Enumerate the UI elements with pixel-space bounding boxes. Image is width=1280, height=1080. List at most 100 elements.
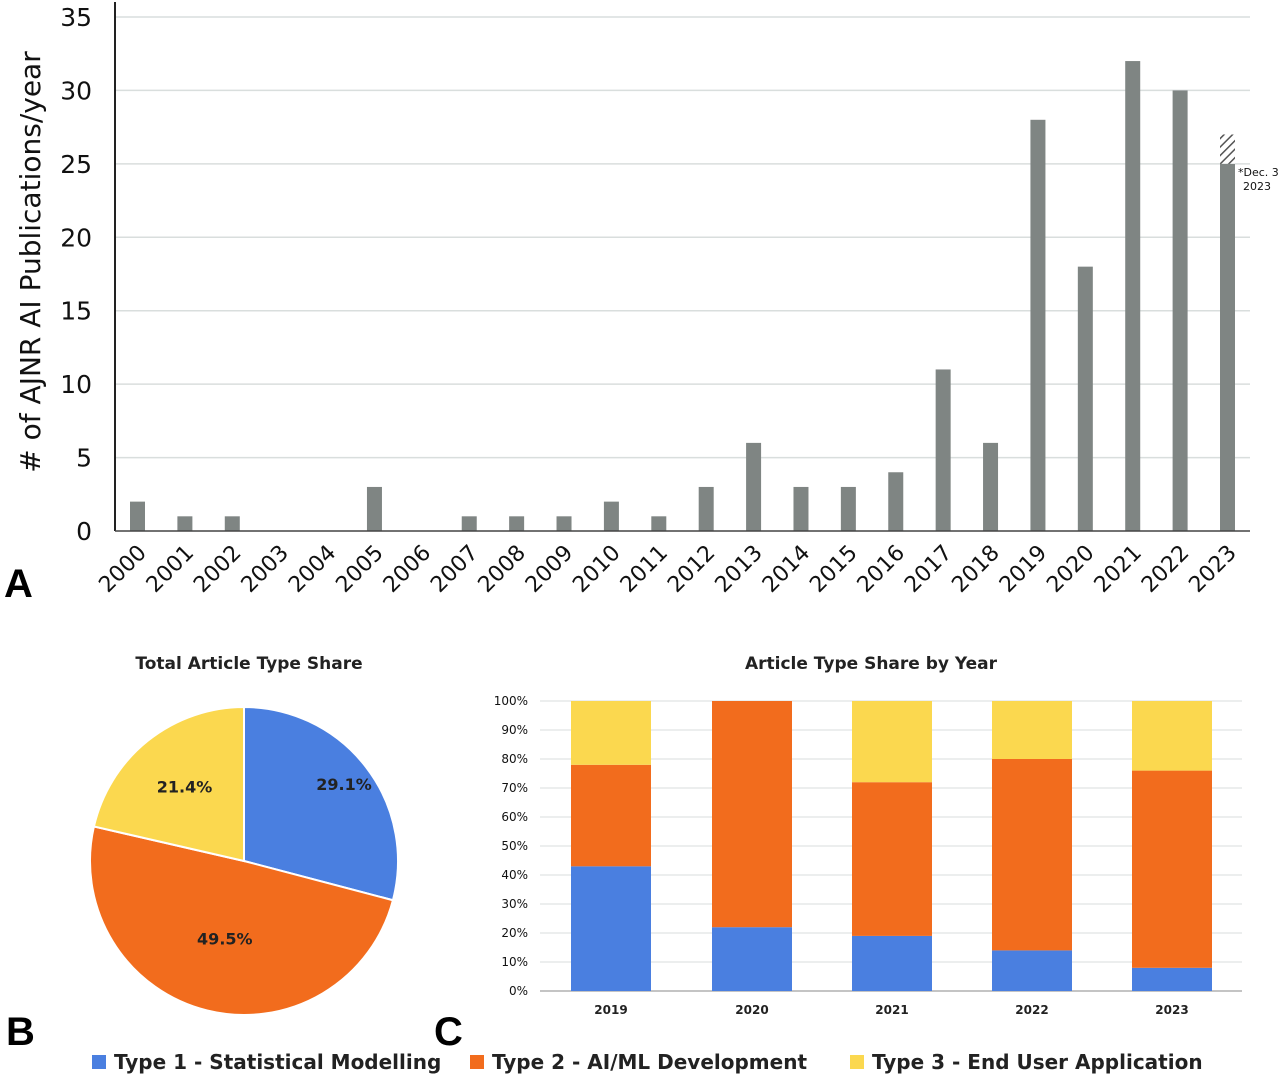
x-tick-label: 2008 [474,541,531,598]
article-type-pie-chart: Total Article Type Share 29.1% 49.5% 21.4%… [6,654,399,1054]
bar [1125,61,1141,532]
legend-label: Type 3 - End User Application [872,1050,1203,1074]
stacked-bar-segment [992,950,1072,991]
panel-label-c: C [434,1010,463,1054]
x-tick-label: 2019 [594,1003,627,1017]
bars [130,61,1235,532]
panel-label-a: A [4,562,33,606]
legend: Type 1 - Statistical Modelling Type 2 - … [0,1050,1280,1078]
x-tick-label: 2019 [995,541,1052,598]
x-tick-label: 2017 [900,541,957,598]
stacked-bar-segment [852,935,932,991]
bar [1030,119,1046,532]
y-tick-label: 60% [501,810,528,824]
pie-slices [89,705,399,1016]
panel-label-b: B [6,1010,35,1054]
bar [888,472,904,531]
legend-item-type3: Type 3 - End User Application [850,1050,1203,1074]
legend-item-type2: Type 2 - AI/ML Development [470,1050,807,1074]
stacked-bar-segment [571,764,651,867]
bar [698,486,714,531]
stacked-bar-segment [1132,770,1212,968]
pie-slice [89,825,395,1016]
x-tick-label: 2011 [616,541,673,598]
y-tick-label: 0% [509,984,528,998]
x-tick-label: 2012 [663,541,720,598]
x-tick-label: 2007 [426,541,483,598]
y-tick-labels: 0 5 10 15 20 25 30 35 [60,3,92,546]
y-axis-title: # of AJNR AI Publications/year [14,51,47,473]
x-tick-label: 2006 [379,541,436,598]
bar [935,369,951,531]
x-tick-label: 2021 [875,1003,908,1017]
bar [603,501,619,531]
bar [224,516,240,531]
x-tick-labels: 2019 2020 2021 2022 2023 [594,1003,1188,1017]
x-tick-label: 2014 [758,541,815,598]
bar [130,501,145,531]
grid-lines [115,16,1250,459]
bar [793,486,809,531]
x-tick-label: 2003 [237,541,294,598]
y-tick-labels: 0% 10% 20% 30% 40% 50% 60% 70% 80% 90% 100% [494,694,528,998]
pie-title: Total Article Type Share [135,654,362,674]
y-tick-label: 25 [60,150,92,179]
y-tick-label: 40% [501,868,528,882]
y-tick-label: 15 [60,297,92,326]
stacked-bar-segment [571,701,651,765]
bar [461,516,477,531]
x-tick-label: 2023 [1184,541,1241,598]
y-tick-label: 35 [60,3,92,32]
x-tick-label: 2004 [284,541,341,598]
x-tick-label: 2021 [1090,541,1147,598]
bar [556,516,572,531]
legend-swatch-orange [470,1055,484,1069]
x-tick-label: 2010 [568,541,625,598]
bar [177,516,193,531]
bar [509,516,525,531]
annotation-line1: *Dec. 3 [1238,166,1279,179]
bar [983,442,999,531]
y-tick-label: 80% [501,752,528,766]
stacked-bar-segment [852,782,932,936]
stacked-bar-segment [992,701,1072,759]
x-tick-label: 2002 [189,541,246,598]
x-tick-label: 2022 [1015,1003,1048,1017]
pie-slice-label: 29.1% [316,775,372,794]
legend-swatch-blue [92,1055,106,1069]
bar [651,516,667,531]
y-tick-label: 20% [501,926,528,940]
y-tick-label: 5 [76,444,92,473]
stacked-bar-segment [571,866,651,991]
legend-label: Type 2 - AI/ML Development [492,1050,808,1074]
stacked-bar-segment [712,927,792,991]
annotation-line2: 2023 [1243,180,1271,193]
bar [1077,266,1093,531]
x-tick-label: 2013 [711,541,768,598]
pie-slice [92,705,245,863]
y-tick-label: 20 [60,223,92,252]
x-tick-label: 2009 [521,541,578,598]
y-tick-label: 100% [494,694,528,708]
y-tick-label: 30% [501,897,528,911]
x-tick-label: 2018 [948,541,1005,598]
bar [366,486,382,531]
x-tick-label: 2023 [1155,1003,1188,1017]
stacked-bar-segment [1132,701,1212,771]
stacked-bar-segment [992,759,1072,951]
stacked-share-chart: Article Type Share by Year 0% 10% 20% 30% 40… [434,654,1242,1054]
bar [746,442,762,531]
legend-item-type1: Type 1 - Statistical Modelling [92,1050,441,1074]
pie-slice-label: 21.4% [157,777,213,796]
legend-swatch-yellow [850,1055,864,1069]
bar [1172,90,1188,531]
projected-bar-segment [1220,134,1235,164]
stacked-bar-segment [852,701,932,783]
bar [840,486,856,531]
y-tick-label: 10% [501,955,528,969]
y-tick-label: 50% [501,839,528,853]
x-tick-label: 2022 [1137,541,1194,598]
y-tick-label: 0 [76,517,92,546]
